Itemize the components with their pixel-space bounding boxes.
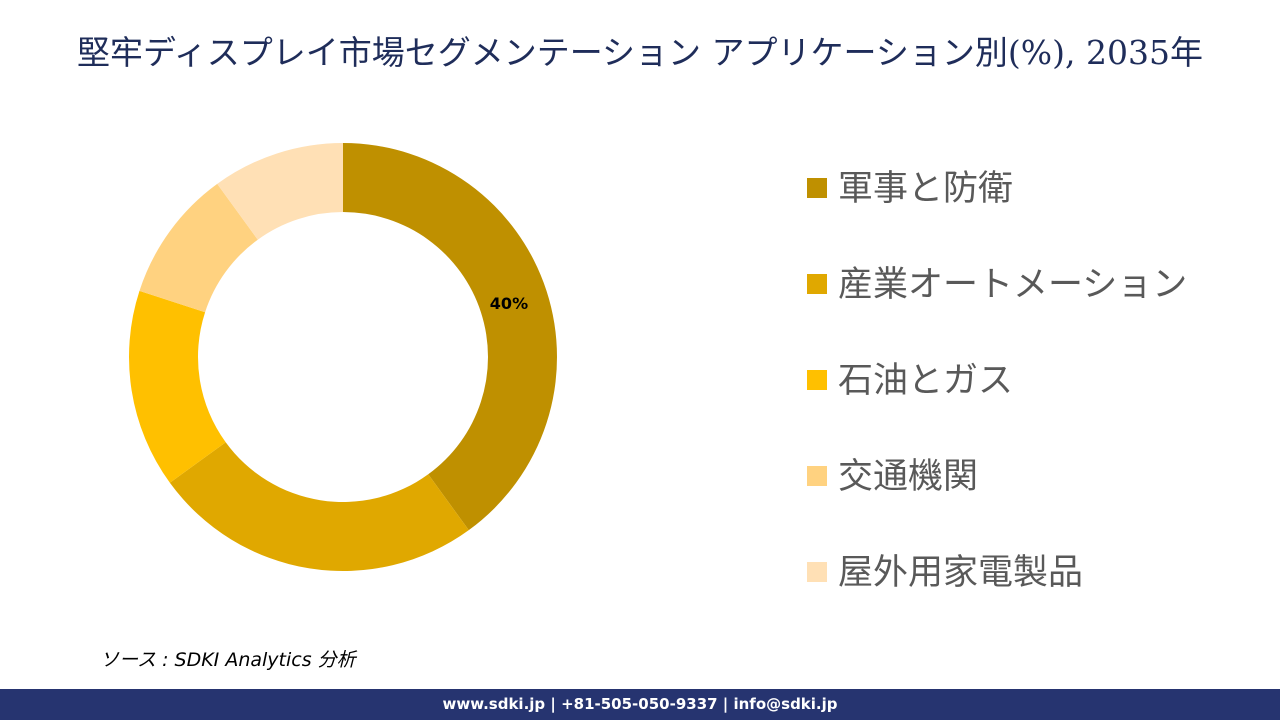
footer: www.sdki.jp | +81-505-050-9337 | info@sd… bbox=[0, 689, 1280, 720]
donut-slice bbox=[217, 143, 343, 240]
legend-label: 軍事と防衛 bbox=[838, 169, 1013, 209]
data-label: 40% bbox=[490, 294, 528, 313]
donut-slice bbox=[169, 442, 469, 571]
donut-slice bbox=[343, 143, 557, 531]
legend-label: 屋外用家電製品 bbox=[838, 553, 1083, 593]
legend-swatch bbox=[807, 562, 827, 582]
donut-slice bbox=[129, 290, 226, 483]
legend-label: 交通機関 bbox=[838, 457, 978, 497]
legend-swatch bbox=[807, 466, 827, 486]
donut-slice bbox=[139, 183, 258, 313]
chart-title: 堅牢ディスプレイ市場セグメンテーション アプリケーション別(%), 2035年 bbox=[77, 33, 1203, 72]
legend-swatch bbox=[807, 274, 827, 294]
legend-label: 石油とガス bbox=[838, 361, 1013, 401]
source: ソース : SDKI Analytics 分析 bbox=[100, 649, 356, 671]
legend-label: 産業オートメーション bbox=[838, 265, 1187, 305]
legend-swatch bbox=[807, 370, 827, 390]
legend-swatch bbox=[807, 178, 827, 198]
